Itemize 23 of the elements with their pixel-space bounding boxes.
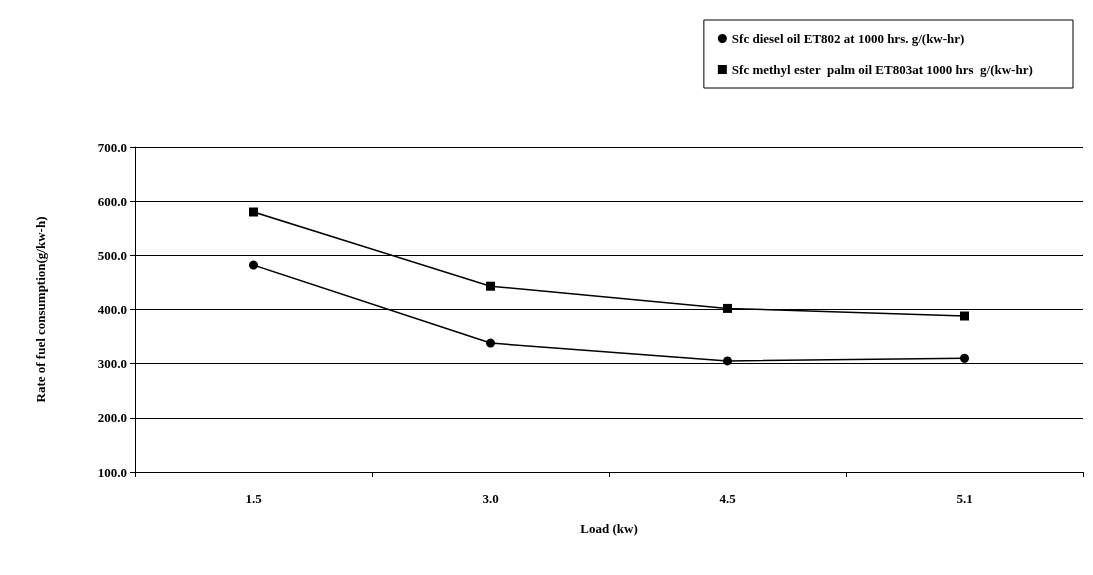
y-tick-label: 100.0	[97, 464, 127, 480]
x-tick-label: 5.1	[956, 491, 973, 506]
y-tick-label: 400.0	[97, 302, 127, 317]
x-tick-label: 1.5	[245, 491, 263, 506]
point	[960, 311, 969, 321]
x-tick-label: 4.5	[719, 491, 737, 506]
point	[723, 303, 732, 313]
point	[249, 260, 258, 270]
y-tick-label: 300.0	[97, 356, 127, 372]
point	[486, 338, 495, 348]
x-tick-label: 3.0	[482, 491, 499, 506]
point	[249, 207, 258, 217]
y-axis-title: Rate of fuel consumption(g/kw-h)	[33, 216, 48, 403]
y-tick-label: 200.0	[97, 410, 127, 426]
point	[723, 356, 732, 366]
legend-label: Sfc methyl ester palm oil ET803at 1000 hrs g/(kw-hr)	[731, 62, 1033, 77]
point	[486, 281, 495, 291]
legend-label: Sfc diesel oil ET802 at 1000 hrs. g/(kw-hr)	[731, 31, 965, 46]
x-axis-title: Load (kw)	[580, 521, 638, 536]
y-tick-label: 700.0	[97, 139, 127, 155]
point	[960, 353, 969, 363]
y-tick-label: 500.0	[97, 247, 127, 263]
y-tick-label: 600.0	[97, 193, 127, 209]
